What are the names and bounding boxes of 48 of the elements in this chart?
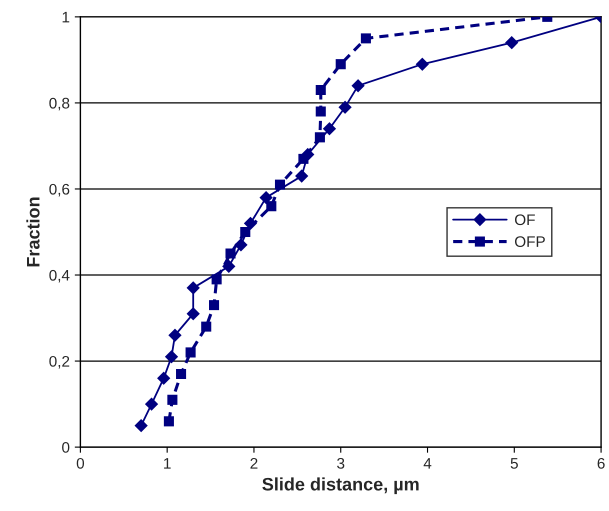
point xyxy=(244,216,257,230)
point xyxy=(186,307,200,320)
x-tick-label: 4 xyxy=(424,458,432,469)
point xyxy=(360,33,371,44)
y-axis-title: Fraction xyxy=(26,197,40,266)
x-tick-label: 3 xyxy=(337,458,344,469)
point xyxy=(186,282,200,294)
y-tick-label: 0,6 xyxy=(49,184,70,196)
x-tick-label: 6 xyxy=(598,458,605,469)
point xyxy=(323,122,336,136)
point xyxy=(212,274,222,284)
point xyxy=(168,328,182,342)
point xyxy=(145,398,158,411)
point xyxy=(164,416,174,426)
point xyxy=(301,148,314,161)
x-tick-label: 0 xyxy=(76,458,84,469)
y-tick-label: 0,2 xyxy=(49,356,70,369)
point xyxy=(316,106,326,117)
point xyxy=(157,372,170,385)
point xyxy=(209,300,220,310)
y-tick-label: 0 xyxy=(62,442,70,453)
legend-label: OF xyxy=(514,214,535,226)
point xyxy=(266,201,276,212)
point xyxy=(260,191,273,204)
point xyxy=(505,36,518,50)
point xyxy=(416,58,429,71)
point xyxy=(201,322,212,332)
point xyxy=(338,100,352,114)
point xyxy=(134,419,148,432)
x-tick-label: 2 xyxy=(250,458,258,469)
point xyxy=(295,170,308,182)
x-tick-label: 1 xyxy=(164,458,171,469)
point xyxy=(225,248,236,259)
legend-label: OFP xyxy=(514,236,545,248)
point xyxy=(234,238,248,252)
point xyxy=(176,368,186,380)
y-tick-label: 0,8 xyxy=(49,98,70,110)
point xyxy=(186,347,196,358)
point xyxy=(352,79,365,92)
point xyxy=(316,84,326,96)
x-tick-label: 5 xyxy=(510,458,518,469)
y-tick-label: 0,4 xyxy=(49,270,70,283)
point xyxy=(222,260,236,273)
y-tick-label: 1 xyxy=(62,12,70,22)
point xyxy=(336,59,346,70)
x-axis-title: Slide distance, µm xyxy=(262,477,419,494)
point xyxy=(165,350,178,364)
point xyxy=(167,394,178,405)
